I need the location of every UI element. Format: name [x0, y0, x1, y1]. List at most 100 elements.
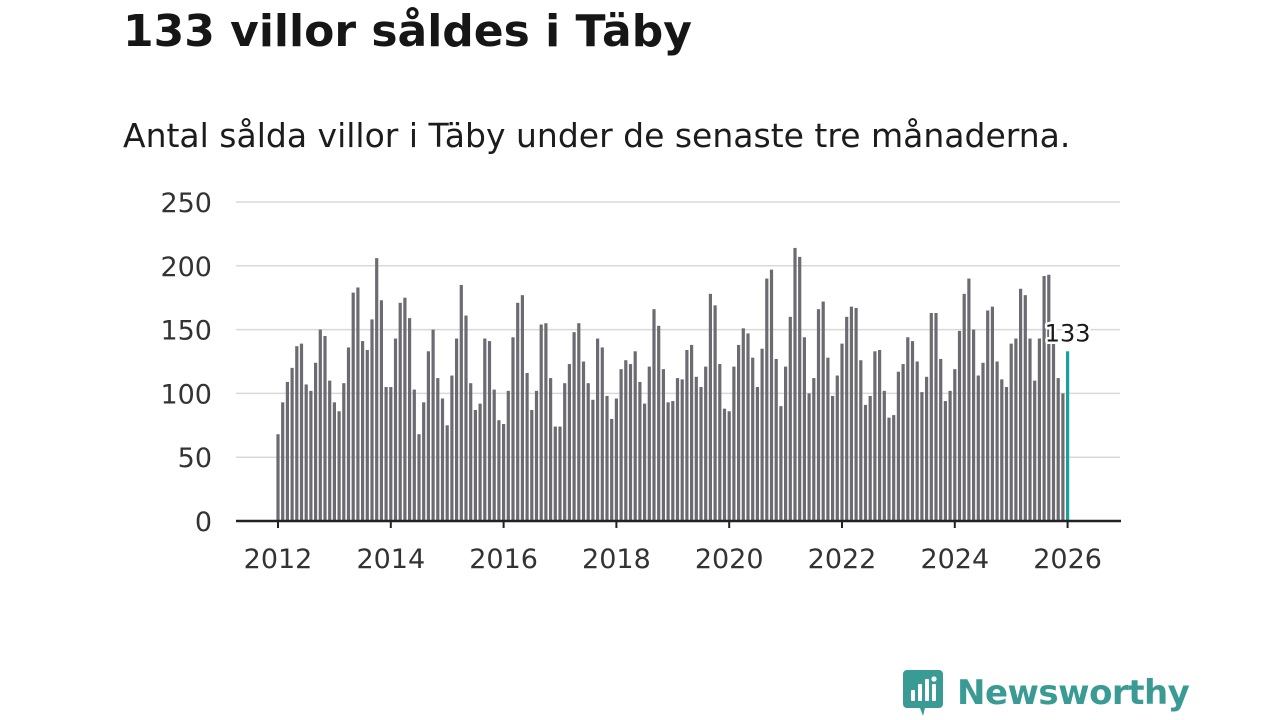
bar	[878, 350, 882, 521]
bar	[943, 401, 947, 521]
bar	[892, 415, 896, 521]
bar	[972, 329, 976, 521]
bar	[1061, 393, 1065, 521]
bar	[408, 318, 412, 521]
bar	[859, 360, 863, 521]
bar	[1037, 338, 1041, 521]
bar	[299, 343, 304, 521]
bar	[986, 310, 990, 521]
bar	[553, 426, 557, 521]
bar	[831, 395, 835, 521]
bar	[774, 358, 778, 521]
bar	[624, 360, 628, 521]
bar	[685, 350, 689, 521]
bar	[544, 323, 548, 521]
bar	[633, 351, 637, 521]
bar	[1009, 343, 1013, 521]
bar	[314, 362, 318, 521]
bar	[1014, 338, 1018, 521]
bar	[619, 369, 623, 521]
bar	[356, 287, 360, 521]
bar	[346, 347, 351, 521]
bar	[450, 375, 454, 521]
bar	[957, 330, 962, 521]
bar	[727, 411, 731, 521]
x-tick-label: 2014	[356, 544, 425, 575]
bar	[802, 337, 806, 521]
bar	[887, 417, 891, 521]
bar	[732, 366, 736, 521]
bar	[816, 309, 821, 521]
bar	[591, 399, 595, 521]
bar	[915, 361, 919, 521]
bar	[990, 306, 994, 521]
x-tick-label: 2016	[469, 544, 538, 575]
x-tick-label: 2020	[695, 544, 764, 575]
bar	[849, 306, 853, 521]
bar	[647, 366, 651, 521]
bar	[398, 302, 402, 521]
bar	[577, 323, 581, 521]
bar	[680, 379, 684, 521]
bar	[370, 319, 374, 521]
bar	[285, 381, 289, 521]
bar	[436, 378, 440, 521]
bar	[455, 338, 459, 521]
bar	[666, 402, 670, 521]
y-tick-label: 150	[160, 316, 212, 347]
bar	[473, 409, 477, 521]
bar	[953, 369, 957, 521]
bar	[863, 404, 868, 521]
bar	[600, 347, 604, 521]
bar	[478, 403, 482, 521]
bar	[605, 395, 609, 521]
bar	[520, 295, 524, 521]
bar	[483, 338, 487, 521]
x-tick-label: 2024	[920, 544, 989, 575]
bar	[1019, 288, 1023, 521]
bar	[652, 309, 656, 521]
bar	[812, 378, 816, 521]
bar	[304, 384, 308, 521]
bar	[737, 344, 741, 521]
x-axis-labels: 2012 2014 2016 2018 2020 2022 2024 2026	[244, 544, 1102, 575]
callout: 133	[1042, 317, 1093, 350]
bar	[1056, 378, 1060, 521]
bar	[694, 376, 698, 521]
x-tick-label: 2018	[582, 544, 651, 575]
bar	[1051, 343, 1056, 521]
bar	[440, 398, 445, 521]
bar	[572, 332, 576, 521]
bar	[845, 316, 849, 521]
x-tick-label: 2012	[244, 544, 313, 575]
bar	[821, 301, 825, 521]
bar	[835, 375, 839, 521]
bar	[525, 372, 529, 521]
bar	[910, 341, 915, 521]
bar	[389, 387, 393, 521]
bar	[896, 371, 900, 521]
bar	[675, 378, 680, 521]
bar	[614, 398, 618, 521]
bar	[530, 409, 534, 521]
bar	[873, 351, 877, 521]
bar	[798, 256, 802, 521]
bar	[502, 424, 506, 521]
bar	[746, 333, 750, 521]
x-tick-label: 2026	[1033, 544, 1102, 575]
highlight-value-label: 133	[1045, 319, 1091, 347]
bar	[882, 390, 886, 521]
bar	[295, 346, 299, 521]
bar	[638, 381, 642, 521]
bar	[722, 408, 727, 521]
bar	[976, 375, 980, 521]
bar	[596, 338, 600, 521]
bar	[807, 393, 811, 521]
bar-highlight	[1066, 351, 1070, 521]
bar	[497, 420, 501, 521]
bar	[690, 344, 694, 521]
bar	[581, 361, 586, 521]
bar	[276, 434, 280, 521]
bar	[1033, 380, 1037, 521]
